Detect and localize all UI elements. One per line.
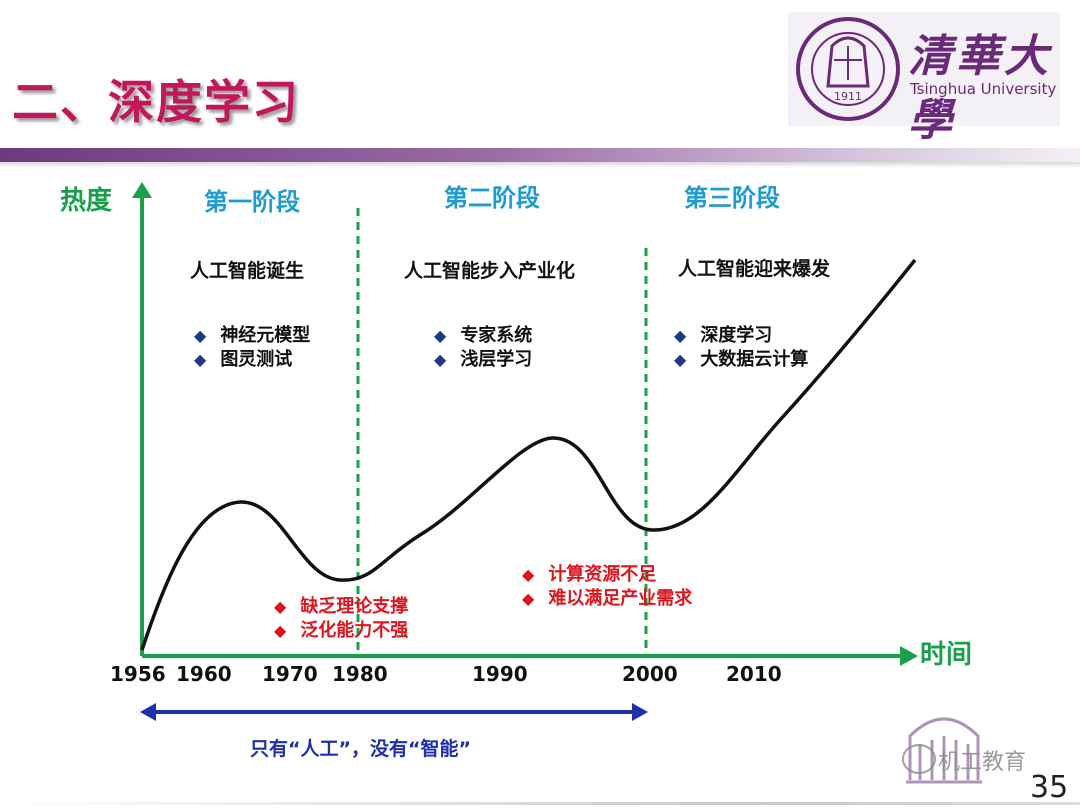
seal-year: 1911: [834, 90, 862, 103]
phase-2-bullet-2: ◆ 浅层学习: [434, 349, 533, 370]
diamond-bullet-icon: ◆: [674, 326, 687, 345]
year-1960: 1960: [176, 662, 232, 686]
diamond-bullet-icon: ◆: [674, 350, 687, 369]
red-diamond-icon: ◆: [522, 589, 535, 608]
limitation-1a: ◆ 缺乏理论支撑: [274, 596, 409, 617]
span-arrow-right: [632, 703, 648, 721]
watermark-text: 机工教育: [938, 750, 1027, 775]
phase-3-title: 第三阶段: [684, 184, 780, 212]
phase-3-subtitle: 人工智能迎来爆发: [678, 258, 831, 280]
phase-3-bullet-2: ◆ 大数据云计算: [674, 349, 809, 370]
phase-1-bullet-1: ◆ 神经元模型: [194, 325, 311, 346]
phase-2-title: 第二阶段: [444, 184, 540, 212]
x-axis-arrow: [900, 646, 918, 666]
bottom-line: [0, 802, 1080, 805]
y-axis-label: 热度: [60, 186, 113, 216]
limitation-2b: ◆ 难以满足产业需求: [522, 588, 693, 609]
header-bar: [0, 148, 1080, 162]
year-1980: 1980: [332, 662, 388, 686]
red-diamond-icon: ◆: [274, 597, 287, 616]
y-axis-arrow: [132, 182, 152, 198]
phase-2-bullet-1: ◆ 专家系统: [434, 325, 533, 346]
slide-title: 二、深度学习: [12, 75, 300, 129]
limitation-1b: ◆ 泛化能力不强: [274, 620, 409, 641]
logo-chinese-name: 清華大學: [908, 31, 1052, 146]
diamond-bullet-icon: ◆: [434, 326, 447, 345]
header-bar-shadow: [0, 162, 1080, 168]
phase-3-bullet-1: ◆ 深度学习: [674, 325, 773, 346]
year-2000: 2000: [622, 662, 678, 686]
year-2010: 2010: [726, 662, 782, 686]
tsinghua-logo: 1911 清華大學 Tsinghua University: [788, 12, 1060, 146]
page-number: 35: [1030, 770, 1069, 805]
phase-1-subtitle: 人工智能诞生: [190, 260, 305, 282]
phase-1-bullet-2: ◆ 图灵测试: [194, 349, 293, 370]
red-diamond-icon: ◆: [522, 565, 535, 584]
bottom-note: 只有“人工”，没有“智能”: [250, 738, 471, 760]
x-axis-label: 时间: [920, 640, 973, 670]
heat-curve: [140, 258, 917, 651]
red-diamond-icon: ◆: [274, 621, 287, 640]
year-1970: 1970: [262, 662, 318, 686]
diamond-bullet-icon: ◆: [194, 326, 207, 345]
limitation-2a: ◆ 计算资源不足: [522, 564, 657, 585]
year-1956: 1956: [110, 662, 166, 686]
span-arrow-left: [140, 703, 156, 721]
logo-english-name: Tsinghua University: [910, 80, 1057, 98]
wechat-icon: [902, 744, 936, 774]
tsinghua-seal-icon: 1911: [796, 17, 900, 121]
phase-1-title: 第一阶段: [204, 188, 300, 216]
diamond-bullet-icon: ◆: [434, 350, 447, 369]
year-1990: 1990: [472, 662, 528, 686]
diamond-bullet-icon: ◆: [194, 350, 207, 369]
phase-2-subtitle: 人工智能步入产业化: [404, 260, 576, 282]
